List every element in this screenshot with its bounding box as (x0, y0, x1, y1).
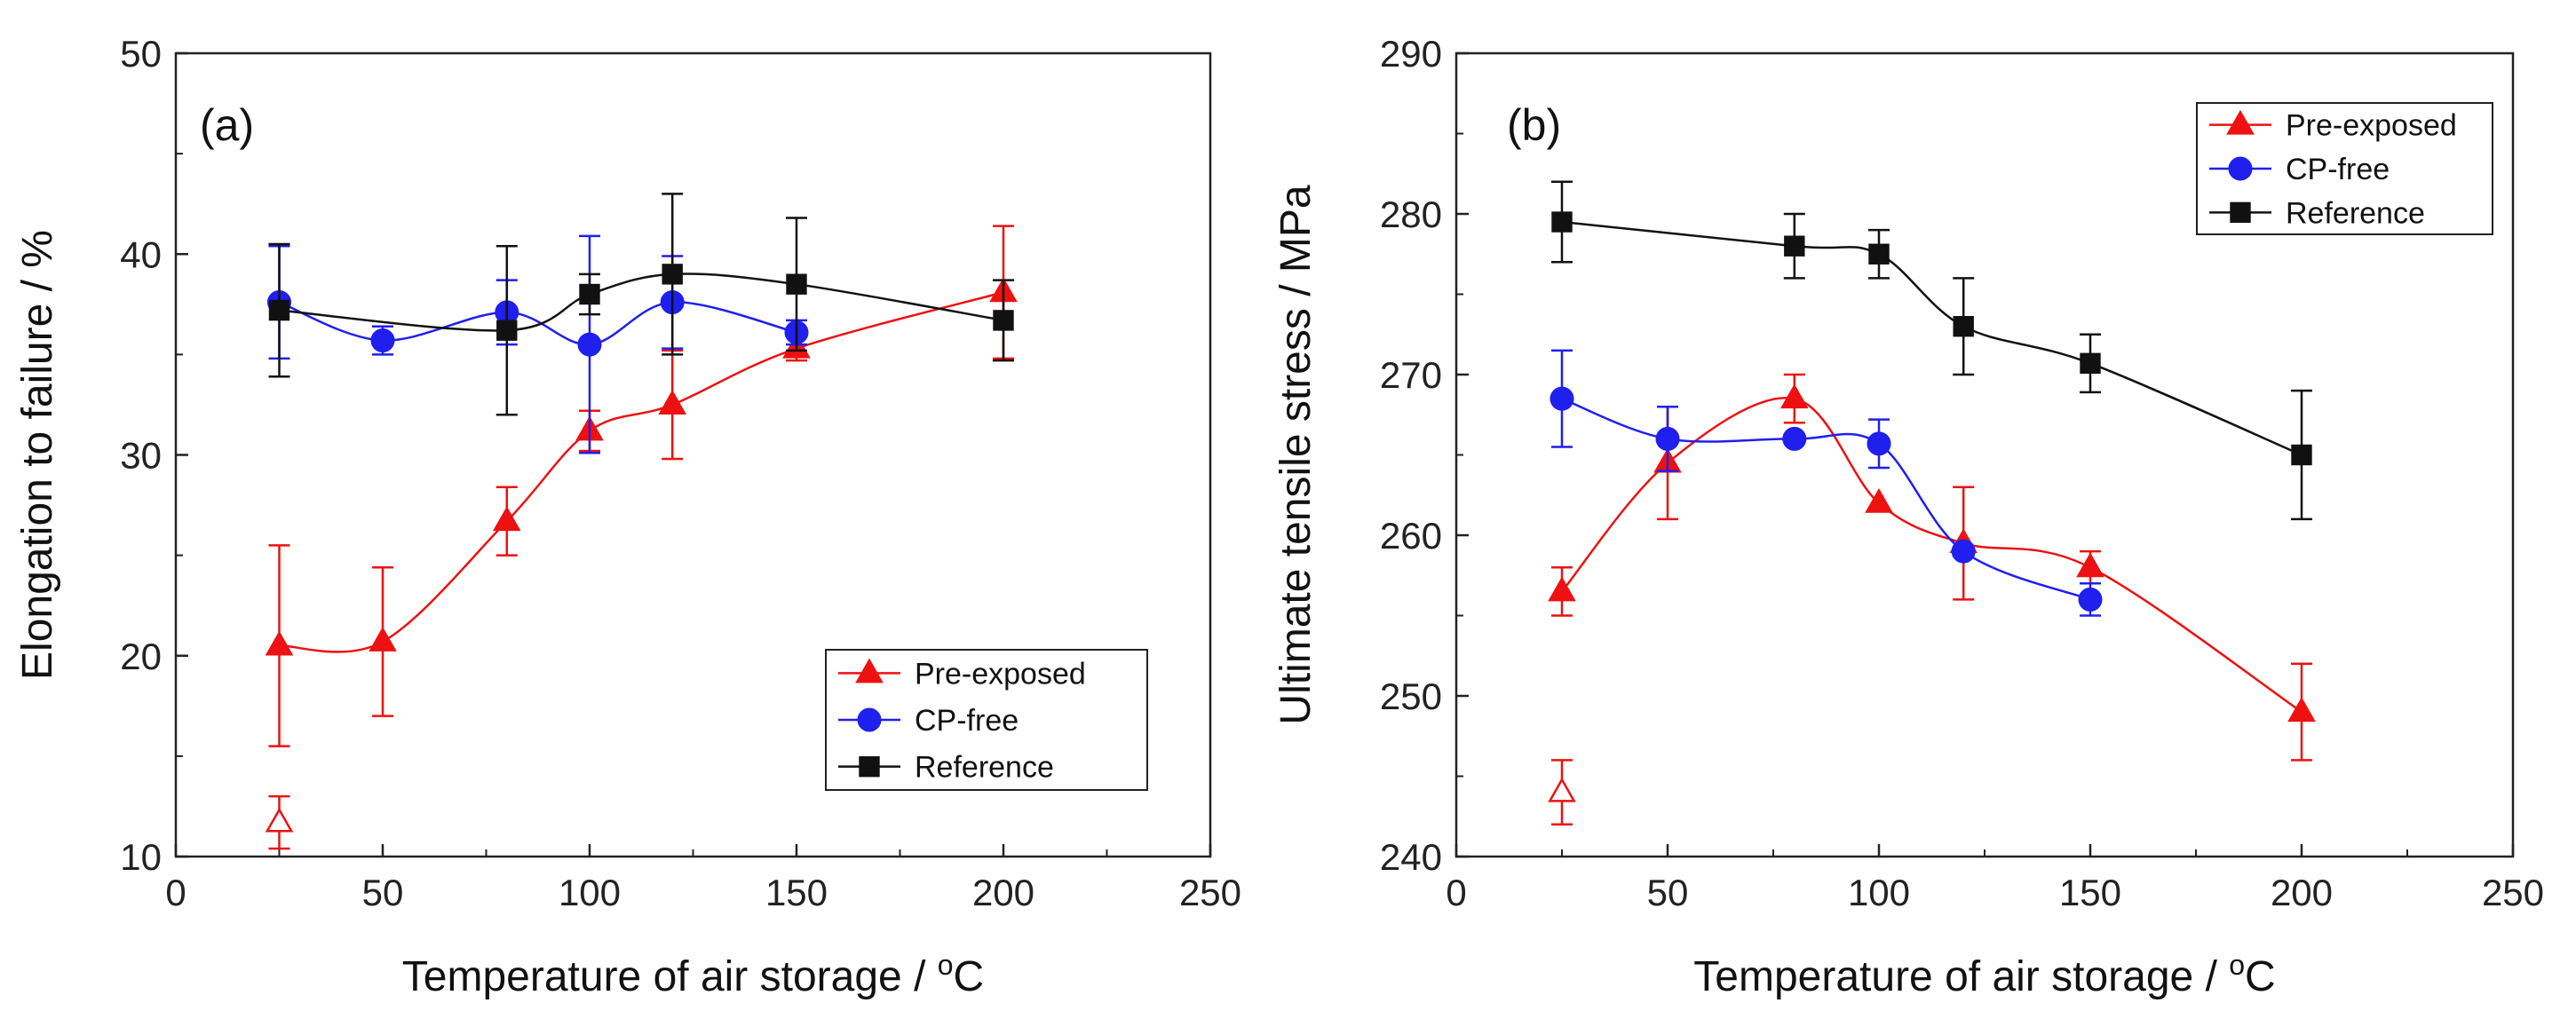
panel-b: 0 50 100 150 200 250 240 250 260 270 280 290 Tempera… (1272, 33, 2544, 1000)
y-tick-label: 30 (120, 435, 162, 477)
legend: Pre-exposed CP-free Reference (2196, 102, 2493, 235)
data-point (1780, 383, 1809, 409)
x-tick-label: 150 (765, 872, 828, 913)
y-tick-label: 280 (1380, 194, 1442, 235)
data-point (1550, 386, 1574, 411)
x-tick-label: 100 (559, 872, 621, 913)
data-point (1655, 426, 1680, 451)
y-axis-title: Ultimate tensile stress / MPa (1272, 185, 1320, 724)
x-tick-label: 0 (165, 872, 186, 913)
data-point (2291, 444, 2312, 466)
data-point (658, 390, 686, 415)
legend-marker (855, 658, 884, 683)
data-point (1865, 487, 1893, 513)
data-point (1868, 243, 1890, 265)
data-point (1867, 431, 1891, 456)
data-point (1548, 576, 1576, 602)
data-point (1551, 211, 1573, 233)
data-point (1784, 235, 1805, 257)
data-point (662, 264, 683, 285)
legend-entry: Reference (915, 751, 1054, 785)
series-cp-free (1550, 349, 2103, 617)
legend-entry: Pre-exposed (2286, 109, 2457, 143)
x-tick-label: 200 (2271, 872, 2333, 913)
data-point (993, 310, 1014, 331)
data-point-open (265, 807, 294, 833)
series-reference (268, 193, 1014, 416)
data-point (1782, 426, 1807, 451)
legend-marker (859, 755, 880, 778)
legend-marker (2228, 156, 2253, 181)
panel-label: (a) (200, 100, 254, 150)
legend-entry: Reference (2286, 196, 2425, 230)
data-point (786, 273, 807, 295)
x-tick-label: 50 (362, 872, 404, 913)
x-tick-label: 250 (2482, 872, 2544, 913)
x-tick-label: 50 (1647, 872, 1689, 913)
legend-marker (2226, 109, 2255, 135)
data-point (496, 320, 518, 341)
y-tick-label: 260 (1380, 515, 1442, 557)
series-reference (1551, 180, 2312, 521)
legend-entry: Pre-exposed (915, 657, 1086, 691)
x-tick-label: 100 (1848, 872, 1910, 913)
panel-label: (b) (1507, 100, 1561, 150)
legend-marker (857, 707, 882, 732)
y-tick-label: 270 (1380, 354, 1442, 396)
y-tick-label: 40 (120, 233, 162, 275)
data-point (2287, 697, 2316, 723)
x-tick-label: 150 (2059, 872, 2121, 913)
series-line (1561, 220, 2303, 456)
y-tick-label: 240 (1380, 836, 1442, 878)
y-tick-label: 20 (120, 636, 162, 677)
x-tick-label: 250 (1179, 872, 1241, 913)
data-point (1953, 316, 1974, 337)
x-tick-label: 0 (1446, 872, 1466, 913)
data-point (493, 506, 521, 532)
data-point (369, 627, 397, 652)
data-point (268, 299, 290, 321)
y-axis-title: Elongation to failure / % (14, 230, 61, 680)
legend-entry: CP-free (915, 704, 1019, 738)
y-tick-label: 290 (1380, 33, 1442, 75)
data-point (577, 332, 602, 357)
data-point (2076, 552, 2104, 578)
y-tick-label: 50 (120, 33, 162, 75)
x-tick-label: 200 (972, 872, 1034, 913)
data-point (370, 328, 395, 353)
x-axis-title: Temperature of air storage / oC (1693, 949, 2275, 1000)
data-point (2078, 587, 2103, 612)
legend: Pre-exposed CP-free Reference (825, 649, 1148, 791)
data-point-open (1548, 777, 1576, 802)
panel-a: 0 50 100 150 200 250 10 20 30 40 50 Temperature of … (14, 33, 1241, 1000)
data-point (265, 630, 294, 656)
series-line (279, 273, 1004, 332)
data-point (2080, 352, 2101, 375)
x-axis-title: Temperature of air storage / oC (402, 949, 984, 1000)
data-point (1951, 539, 1976, 564)
data-point (579, 283, 600, 305)
y-tick-label: 10 (120, 836, 162, 878)
legend-marker (2230, 201, 2251, 224)
series-line (279, 301, 797, 346)
y-tick-label: 250 (1380, 675, 1442, 717)
legend-entry: CP-free (2286, 153, 2390, 186)
